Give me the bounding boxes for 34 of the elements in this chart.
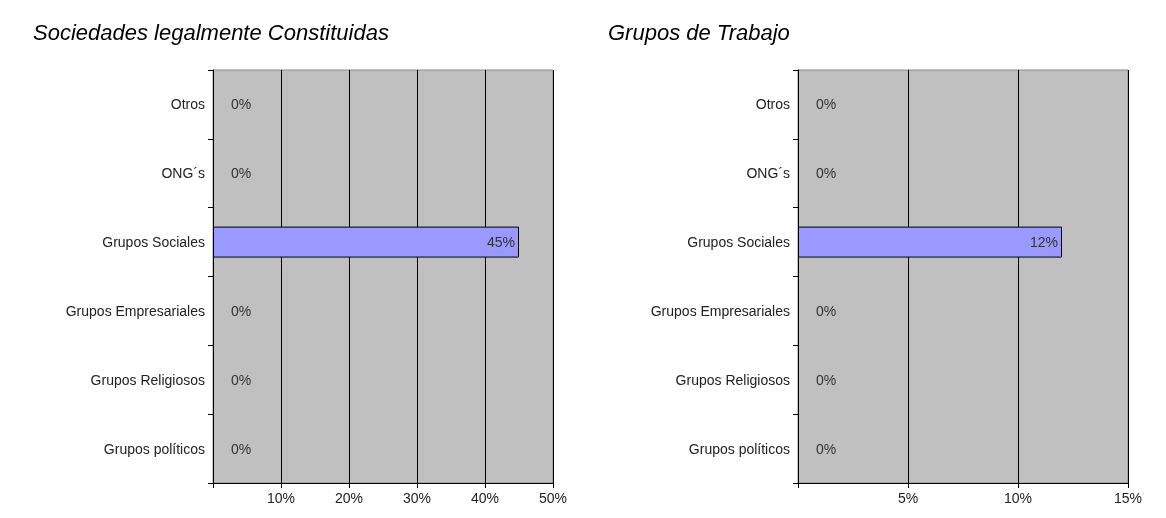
x-tick-label: 20% — [334, 490, 364, 506]
y-tick-label: Grupos políticos — [103, 440, 205, 457]
data-label: 0% — [231, 302, 252, 319]
chart-title: Grupos de Trabajo — [608, 19, 790, 45]
y-tick-label: Grupos Sociales — [687, 234, 790, 251]
y-tick-label: Otros — [755, 96, 790, 113]
data-label: 0% — [816, 371, 837, 388]
y-tick-label: Grupos Sociales — [102, 234, 205, 251]
x-tick-label: 15% — [1113, 490, 1143, 506]
chart-title: Sociedades legalmente Constituidas — [33, 19, 389, 45]
x-tick-label: 40% — [470, 490, 500, 506]
x-tick-label: 50% — [538, 490, 568, 506]
data-label: 0% — [231, 96, 252, 113]
y-tick-label: Grupos Religiosos — [90, 371, 205, 388]
y-tick-label: Grupos políticos — [688, 440, 790, 457]
data-label: 0% — [231, 440, 252, 457]
data-label: 45% — [486, 234, 515, 251]
data-label: 0% — [816, 302, 837, 319]
y-tick-label: Grupos Religiosos — [675, 371, 790, 388]
x-tick-label: 10% — [266, 490, 296, 506]
x-tick-label: 30% — [402, 490, 432, 506]
y-tick-label: Grupos Empresariales — [65, 302, 205, 319]
data-label: 12% — [1029, 234, 1058, 251]
y-tick-label: Grupos Empresariales — [650, 302, 790, 319]
data-label: 0% — [816, 165, 837, 182]
x-tick-label: 5% — [897, 490, 919, 506]
data-label: 0% — [231, 371, 252, 388]
y-tick-label: ONG´s — [746, 165, 790, 182]
data-label: 0% — [816, 440, 837, 457]
data-label: 0% — [816, 96, 837, 113]
x-tick-label: 10% — [1003, 490, 1033, 506]
data-label: 0% — [231, 165, 252, 182]
y-tick-label: Otros — [170, 96, 205, 113]
y-tick-label: ONG´s — [161, 165, 205, 182]
